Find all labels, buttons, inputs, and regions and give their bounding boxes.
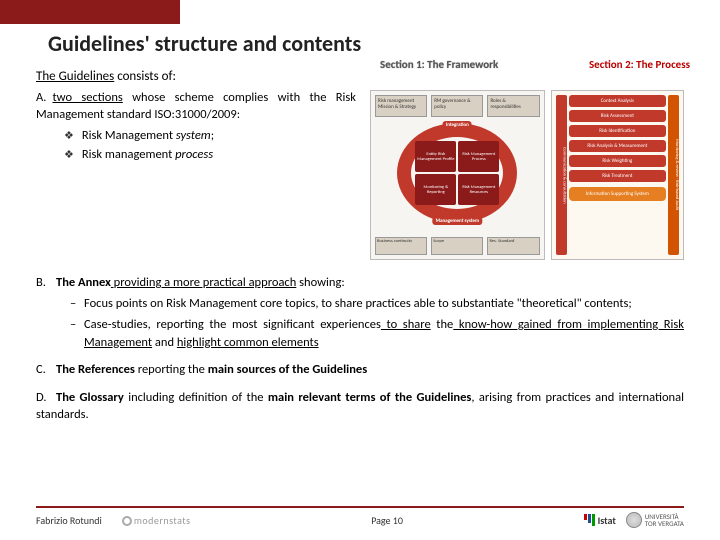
fw-ring-top: Integration xyxy=(443,121,472,129)
a-sub-2: Risk management process xyxy=(64,147,356,164)
proc-step-1: Context Analysis xyxy=(569,95,666,107)
proc-step-6: Risk Treatment xyxy=(569,170,666,182)
fw-cell-1: Entity Risk Management Profile xyxy=(415,141,456,172)
page-title: Guidelines' structure and contents xyxy=(0,24,720,61)
fw-ring-bot: Management system xyxy=(433,217,482,225)
proc-step-5: Risk Weighting xyxy=(569,155,666,167)
item-b: B.The Annex providing a more practical a… xyxy=(36,274,684,351)
proc-step-3: Risk Identification xyxy=(569,125,666,137)
footer-author: Fabrizio Rotundi xyxy=(36,514,102,527)
lower-items: B.The Annex providing a more practical a… xyxy=(36,274,684,424)
proc-iss: Information Supporting System xyxy=(569,187,666,201)
process-diagram: Communication & consultation Context Ana… xyxy=(551,90,684,260)
a-underline: two sections xyxy=(52,90,122,105)
item-d: D.The Glossary including definition of t… xyxy=(36,389,684,424)
proc-vbar-right: Monitoring & review · Risk-based Audit xyxy=(668,95,679,255)
header-accent-bar xyxy=(0,0,180,24)
proc-step-2: Risk Assessment xyxy=(569,110,666,122)
section1-label: Section 1: The Framework xyxy=(380,58,498,71)
fw-cell-4: Risk Management Resources xyxy=(458,174,499,205)
framework-diagram: Risk management Mission & Strategy RM go… xyxy=(370,90,545,260)
item-c: C.The References reporting the main sour… xyxy=(36,361,684,379)
footer: Fabrizio Rotundi modernstats Page 10 Ist… xyxy=(36,506,684,528)
proc-step-4: Risk Analysis & Measurement xyxy=(569,140,666,152)
fw-top-3: Roles & responsibilities xyxy=(487,95,539,117)
item-a: two sections whose scheme complies with … xyxy=(36,90,356,164)
intro-rest: consists of: xyxy=(114,69,176,84)
fw-bot-1: Business continuity xyxy=(375,237,427,255)
istat-logo: Istat xyxy=(584,514,616,527)
content-area: The Guidelines consists of: two sections… xyxy=(0,61,720,424)
university-logo: UNIVERSITÀ TOR VERGATA xyxy=(626,512,684,528)
fw-top-1: Risk management Mission & Strategy xyxy=(375,95,427,117)
b-dash-2: Case-studies, reporting the most signifi… xyxy=(70,316,684,351)
fw-bot-2: Scope xyxy=(431,237,483,255)
modernstats-logo: modernstats xyxy=(122,514,191,527)
footer-page: Page 10 xyxy=(371,514,403,527)
fw-cell-2: Risk Management Process xyxy=(458,141,499,172)
diagrams: Risk management Mission & Strategy RM go… xyxy=(370,90,684,260)
fw-circle: Integration Management system Entity Ris… xyxy=(397,123,517,223)
fw-bot-3: Res. Standard xyxy=(487,237,539,255)
intro-underline: The Guidelines xyxy=(36,69,114,84)
section2-label: Section 2: The Process xyxy=(589,58,710,71)
b-dash-1: Focus points on Risk Management core top… xyxy=(70,295,684,313)
a-sub-1: Risk Management system; xyxy=(64,128,356,145)
section-labels: Section 1: The Framework Section 2: The … xyxy=(380,58,710,71)
fw-top-2: RM governance & policy xyxy=(431,95,483,117)
fw-cell-3: Monitoring & Reporting xyxy=(415,174,456,205)
proc-vbar-left: Communication & consultation xyxy=(556,95,567,255)
section-a-text: two sections whose scheme complies with … xyxy=(36,90,356,260)
row-a: two sections whose scheme complies with … xyxy=(36,90,684,260)
intro-line: The Guidelines consists of: xyxy=(36,69,684,84)
